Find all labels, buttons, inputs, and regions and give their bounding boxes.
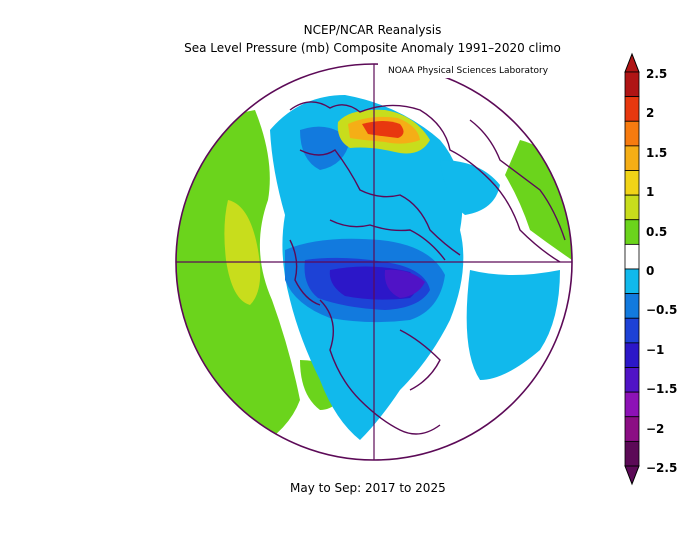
- asia-negative-patch: [440, 160, 500, 215]
- colorbar-cell: [624, 367, 640, 393]
- colorbar-cell: [624, 293, 640, 319]
- colorbar-tick-label: 1.5: [646, 145, 668, 160]
- colorbar-tick-label: 1: [646, 185, 655, 200]
- colorbar-cell: [624, 243, 640, 270]
- colorbar-cell: [624, 342, 640, 368]
- colorbar-tick-label: 2.5: [646, 67, 668, 81]
- colorbar-top-arrow: [624, 52, 640, 73]
- colorbar-cell: [624, 194, 640, 221]
- colorbar-bottom-arrow: [624, 465, 640, 486]
- colorbar-cell: [624, 145, 640, 171]
- colorbar: [624, 52, 640, 486]
- colorbar-cell: [624, 96, 640, 122]
- europe-peak-anomaly: [362, 121, 404, 138]
- colorbar-cell: [624, 391, 640, 418]
- colorbar-cell: [624, 317, 640, 344]
- colorbar-tick-label: −1.5: [646, 382, 678, 397]
- colorbar-tick-label: 2: [646, 106, 655, 121]
- credit-label: NOAA Physical Sciences Laboratory: [388, 66, 549, 76]
- map-subtitle: Sea Level Pressure (mb) Composite Anomal…: [184, 41, 561, 55]
- pacific-east-negative-region: [466, 270, 560, 380]
- credit-box: [378, 62, 574, 78]
- colorbar-cell: [624, 416, 640, 442]
- colorbar-tick-label: −2: [646, 421, 665, 436]
- pacific-high-anomaly: [224, 200, 261, 305]
- map-border: [175, 63, 573, 461]
- colorbar-tick-label: −2.5: [646, 461, 678, 475]
- period-label: May to Sep: 2017 to 2025: [290, 481, 446, 495]
- colorbar-tick-label: −1: [646, 342, 665, 357]
- colorbar-cell: [624, 268, 640, 295]
- colorbar-cell: [624, 170, 640, 196]
- colorbar-tick-label: 0: [646, 264, 655, 278]
- colorbar-cell: [624, 440, 640, 467]
- arctic-minimum-anomaly: [384, 269, 425, 298]
- coastlines: [289, 101, 566, 435]
- colorbar-cell: [624, 219, 640, 245]
- colorbar-tick-label: −0.5: [646, 303, 678, 318]
- map-title: NCEP/NCAR Reanalysis: [303, 23, 442, 37]
- colorbar-cell: [624, 71, 640, 98]
- colorbar-tick-label: 0.5: [646, 224, 668, 239]
- colorbar-cell: [624, 120, 640, 147]
- europe-negative-patch: [300, 126, 350, 170]
